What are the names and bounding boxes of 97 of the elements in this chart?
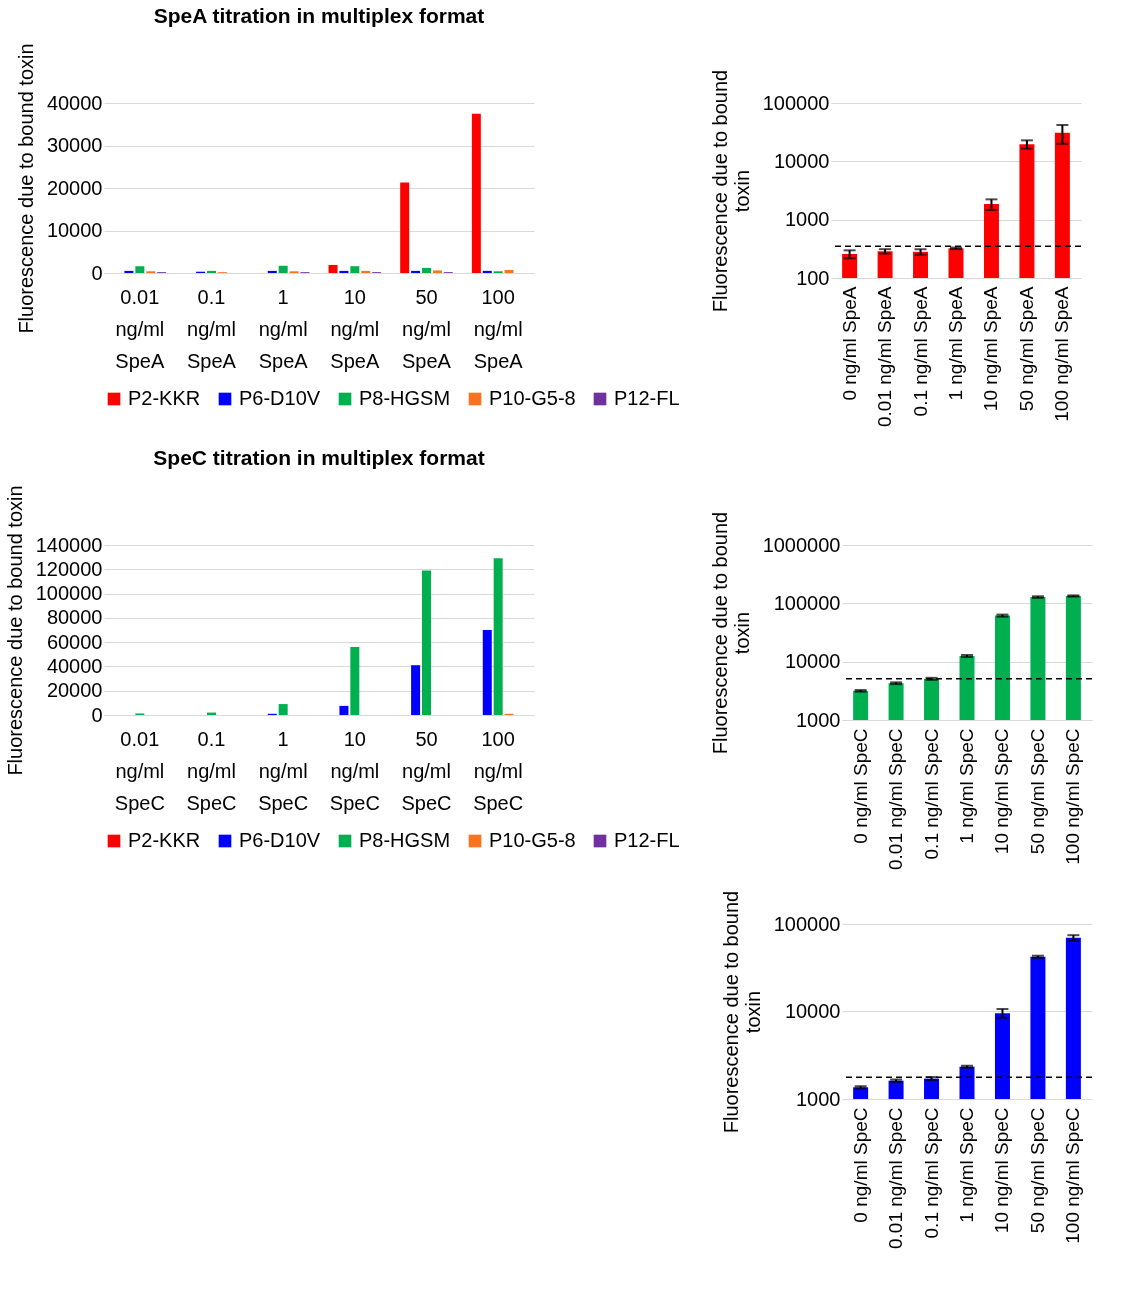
y-tick-label: 60000: [46, 630, 103, 653]
bar: [350, 647, 360, 715]
bar: [350, 266, 360, 273]
x-tick-label: 1 ng/ml SpeA: [945, 286, 966, 401]
x-tick-label: 0.01 ng/ml SpeA: [115, 285, 165, 372]
legend-label: P6-D10V: [239, 387, 321, 409]
bar: [361, 270, 371, 273]
legend-label: P2-KKR: [128, 387, 201, 409]
x-tick-label: 50 ng/ml SpeC: [1026, 1107, 1048, 1234]
y-tick-label: 140000: [35, 533, 103, 556]
bar: [432, 270, 442, 273]
legend-label: P8-HGSM: [359, 387, 451, 409]
x-tick-label: 100 ng/ml SpeC: [1062, 1107, 1084, 1244]
legend-label: P10-G5-8: [489, 829, 576, 851]
x-tick-label: 50 ng/ml SpeA: [1015, 286, 1037, 412]
bar: [411, 665, 421, 715]
bar: [207, 270, 216, 273]
bar: [400, 182, 410, 273]
y-axis-title: Fluorescence due to bound toxin: [14, 43, 37, 334]
bar: [422, 570, 431, 715]
x-tick-label: 100 ng/ml SpeC: [473, 727, 524, 814]
legend-label: P12-FL: [614, 829, 680, 851]
y-axis-title: Fluorescence due to bound toxin: [719, 890, 764, 1134]
bar: [482, 630, 492, 715]
y-tick-label: 0: [91, 261, 103, 284]
x-tick-label: 50 ng/ml SpeC: [1026, 728, 1048, 855]
x-tick-label: 0.01 ng/ml SpeC: [885, 1107, 907, 1250]
legend-label: P6-D10V: [239, 829, 321, 851]
bar: [135, 266, 145, 273]
y-tick-label: 20000: [46, 176, 103, 199]
y-tick-label: 80000: [46, 606, 103, 629]
x-tick-label: 0.1 ng/ml SpeA: [909, 286, 931, 417]
legend-label: P8-HGSM: [359, 829, 451, 851]
y-tick-label: 120000: [35, 557, 103, 580]
x-tick-label: 0.01 ng/ml SpeC: [114, 727, 165, 814]
y-tick-label: 1000: [796, 708, 841, 731]
legend-label: P10-G5-8: [489, 387, 576, 409]
bar: [278, 704, 288, 715]
chart-title: SpeA titration in multiplex format: [153, 3, 485, 27]
bar: [278, 265, 288, 273]
x-tick-label: 1 ng/ml SpeC: [258, 727, 309, 814]
y-tick-label: 100: [796, 266, 830, 289]
y-tick-label: 10000: [784, 1000, 841, 1022]
x-tick-label: 1 ng/ml SpeC: [956, 728, 977, 844]
y-tick-label: 0: [91, 703, 103, 726]
y-tick-label: 10000: [46, 219, 103, 241]
y-tick-label: 100000: [773, 912, 841, 935]
x-tick-label: 100 ng/ml SpeC: [1062, 728, 1084, 865]
bar: [339, 705, 349, 715]
legend-label: P2-KKR: [128, 829, 201, 851]
bar: [493, 558, 503, 715]
x-tick-label: 0 ng/ml SpeC: [849, 1107, 871, 1223]
x-tick-label: 1 ng/ml SpeA: [258, 285, 309, 372]
x-tick-label: 10 ng/ml SpeA: [330, 285, 380, 372]
y-tick-label: 1000: [796, 1087, 841, 1110]
x-tick-label: 0 ng/ml SpeC: [849, 728, 871, 844]
y-tick-label: 100000: [35, 582, 103, 605]
y-axis-title: Fluorescence due to bound toxin: [3, 485, 26, 776]
y-tick-label: 10000: [784, 650, 841, 673]
bar: [422, 267, 431, 273]
bar: [471, 113, 481, 273]
legend-label: P12-FL: [614, 387, 680, 409]
x-tick-label: 50 ng/ml SpeC: [401, 727, 452, 814]
y-tick-label: 20000: [46, 679, 103, 702]
y-tick-label: 10000: [773, 149, 830, 172]
bar: [267, 270, 277, 273]
y-tick-label: 40000: [46, 91, 103, 114]
y-tick-label: 30000: [46, 134, 103, 156]
x-tick-label: 0.1 ng/ml SpeC: [920, 728, 942, 860]
x-tick-label: 0.1 ng/ml SpeC: [920, 1107, 942, 1239]
bar: [482, 270, 492, 273]
bar: [328, 264, 338, 273]
bar: [411, 270, 421, 273]
x-tick-label: 0.1 ng/ml SpeC: [186, 727, 237, 814]
x-tick-label: 0.01 ng/ml SpeC: [885, 728, 907, 871]
y-tick-label: 100000: [773, 591, 841, 614]
x-tick-label: 0.01 ng/ml SpeA: [874, 286, 896, 427]
bar: [124, 270, 134, 273]
y-tick-label: 40000: [46, 654, 103, 677]
x-tick-label: 100 ng/ml SpeA: [473, 285, 524, 372]
x-tick-label: 1 ng/ml SpeC: [956, 1107, 977, 1223]
x-tick-label: 100 ng/ml SpeA: [1051, 286, 1073, 422]
x-tick-label: 10 ng/ml SpeC: [329, 727, 380, 814]
x-tick-label: 0.1 ng/ml SpeA: [187, 285, 237, 372]
y-tick-label: 1000000: [762, 533, 841, 556]
bar: [339, 270, 349, 273]
x-tick-label: 10 ng/ml SpeC: [991, 728, 1013, 855]
y-tick-label: 1000: [785, 208, 830, 231]
bar: [504, 270, 514, 273]
x-tick-label: 0 ng/ml SpeA: [838, 286, 860, 401]
y-axis-title: Fluorescence due to bound toxin: [708, 511, 753, 755]
x-tick-label: 10 ng/ml SpeA: [980, 286, 1002, 412]
x-tick-label: 50 ng/ml SpeA: [402, 285, 452, 372]
x-tick-label: 10 ng/ml SpeC: [991, 1107, 1013, 1234]
chart-title: SpeC titration in multiplex format: [153, 445, 485, 469]
y-tick-label: 100000: [762, 91, 830, 114]
y-axis-title: Fluorescence due to bound toxin: [708, 69, 753, 313]
